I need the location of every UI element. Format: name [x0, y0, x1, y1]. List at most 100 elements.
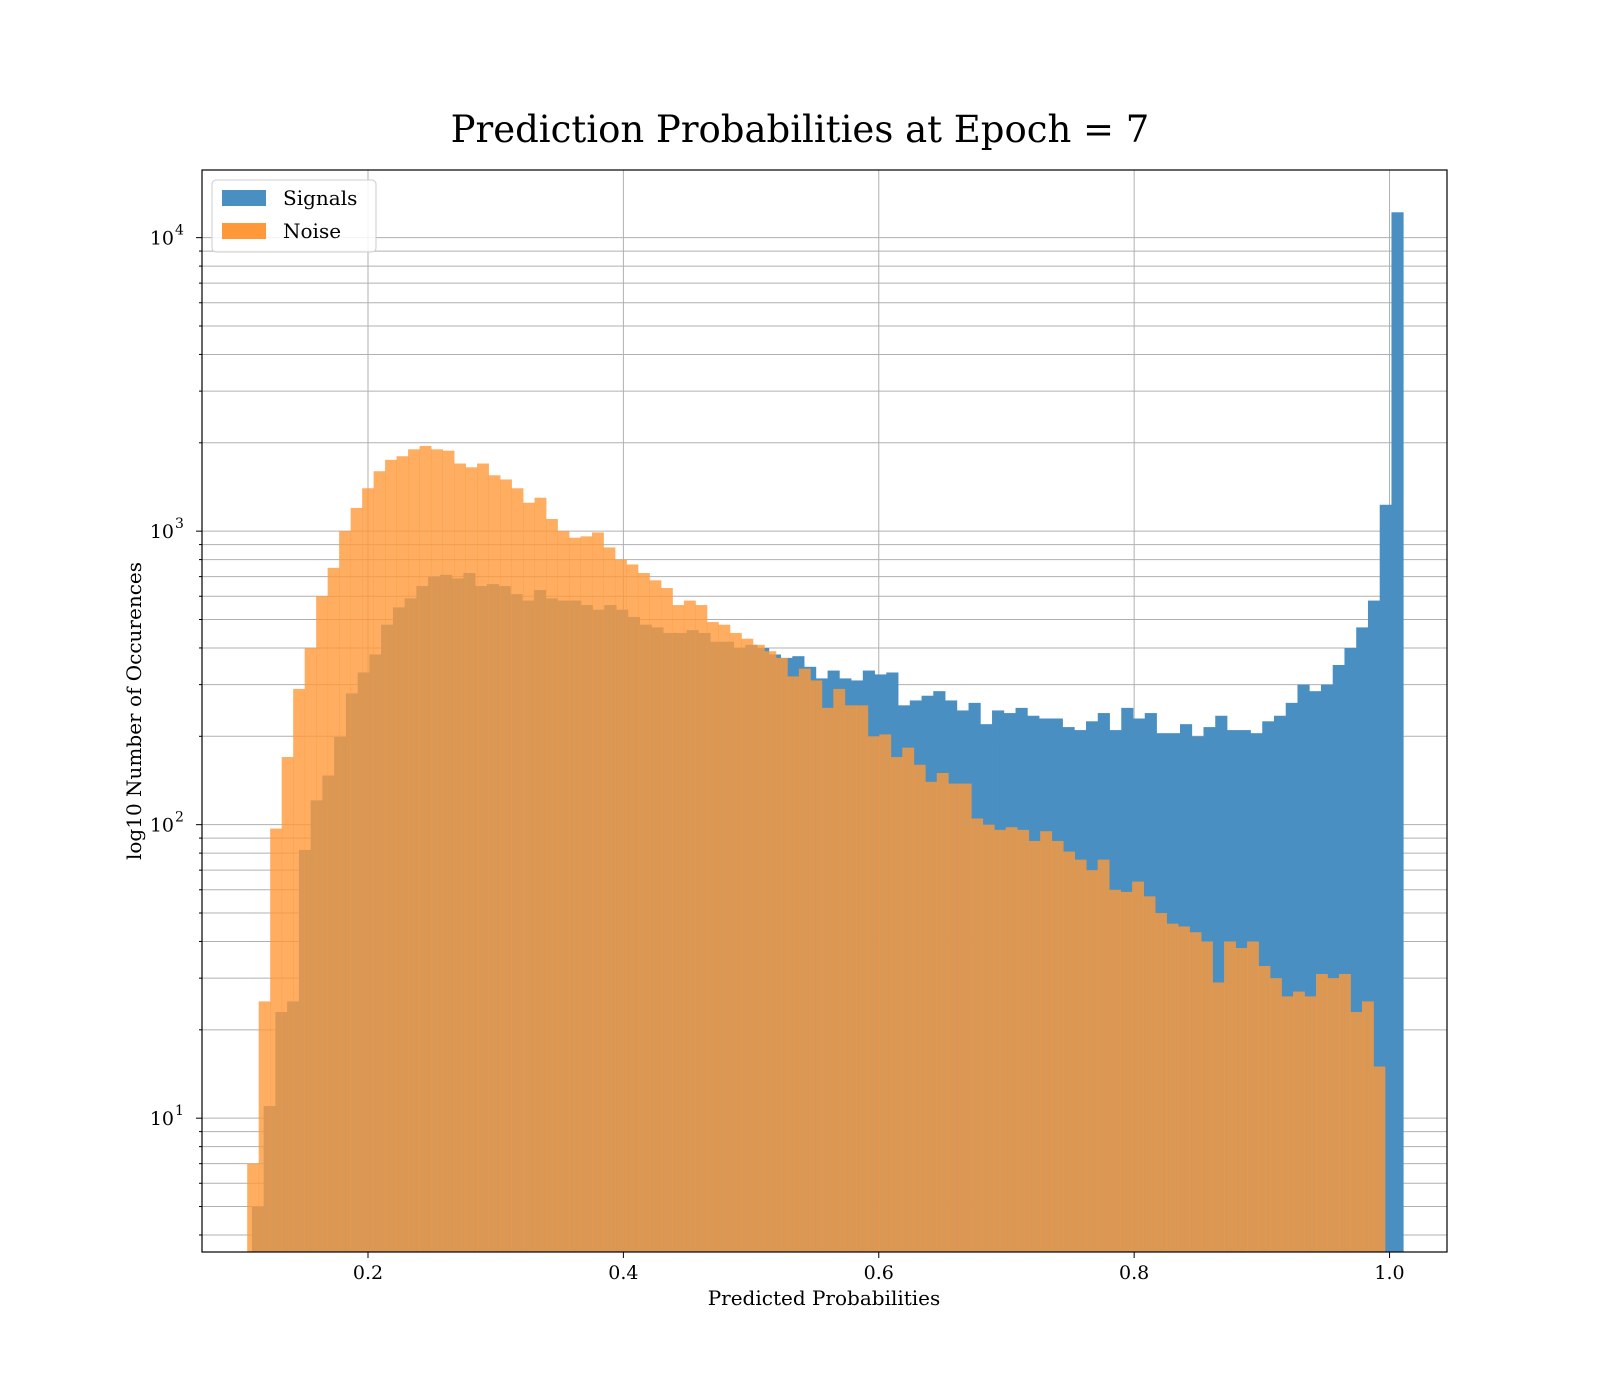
histogram-bar [327, 567, 340, 1252]
histogram-bar [1166, 923, 1179, 1252]
histogram-bar [603, 547, 616, 1252]
histogram-bar [304, 647, 317, 1252]
histogram-bar [419, 446, 432, 1252]
histogram-bar [281, 757, 294, 1252]
histogram-bar [1155, 913, 1167, 1252]
histogram-bar [1361, 1001, 1374, 1252]
chart-title: Prediction Probabilities at Epoch = 7 [451, 108, 1150, 151]
histogram-bar [1350, 1012, 1363, 1252]
histogram-bar [1063, 851, 1076, 1252]
y-tick-label-exponent: 4 [175, 223, 184, 239]
histogram-bar [431, 449, 443, 1252]
histogram-bar [1373, 1066, 1386, 1252]
histogram-bar [729, 632, 742, 1252]
histogram-bar [339, 531, 352, 1252]
histogram-bar [1258, 965, 1271, 1252]
histogram-bar [982, 824, 995, 1252]
histogram-bar [350, 507, 363, 1252]
histogram-bar [844, 705, 857, 1252]
histogram-bar [833, 688, 846, 1252]
histogram-bar [534, 497, 547, 1252]
histogram-bar [787, 676, 800, 1252]
series-noise [247, 446, 1386, 1252]
histogram-bar [1040, 831, 1053, 1252]
histogram-bar [764, 651, 777, 1252]
legend-swatch-noise [222, 223, 266, 239]
histogram-bar [649, 580, 662, 1252]
histogram-bar [936, 772, 949, 1252]
histogram-bar [258, 1001, 271, 1252]
histogram-bar [1293, 991, 1305, 1252]
histogram-bar [1391, 212, 1404, 1252]
histogram-bar [718, 624, 731, 1252]
histogram-bar [1051, 840, 1064, 1252]
histogram-bar [511, 488, 524, 1252]
histogram-bar [1338, 973, 1351, 1252]
legend-swatch-signals [222, 190, 266, 206]
histogram-bar [523, 502, 535, 1252]
histogram-bar [672, 605, 685, 1252]
histogram-bar [1224, 941, 1236, 1252]
histogram-bar [408, 449, 420, 1252]
legend-label-noise: Noise [283, 219, 341, 243]
histogram-bar [580, 536, 593, 1252]
histogram-bar [925, 781, 938, 1252]
histogram-bar [316, 596, 329, 1252]
histogram-bar [971, 818, 984, 1252]
histogram-bar [695, 605, 708, 1252]
histogram-bar [948, 783, 961, 1252]
x-tick-label: 0.2 [353, 1262, 383, 1284]
histogram-bar [568, 537, 581, 1252]
y-tick-label-exponent: 2 [175, 810, 184, 826]
histogram-bar [454, 463, 466, 1252]
histogram-bar [1017, 829, 1030, 1252]
histogram-bar [660, 588, 673, 1252]
y-tick-label-exponent: 1 [175, 1103, 184, 1119]
histogram-bar [247, 1163, 260, 1252]
histogram-bar [626, 564, 639, 1252]
plot-frame [201, 169, 1448, 1253]
y-tick-label: 10 [150, 228, 174, 250]
histogram-bar [1109, 889, 1122, 1252]
histogram-bar [1097, 859, 1110, 1252]
histogram-bar [959, 783, 972, 1252]
histogram-bar [913, 764, 926, 1252]
histogram-bar [1028, 840, 1041, 1252]
histogram-bar [1235, 948, 1248, 1252]
y-tick-label-exponent: 3 [175, 516, 184, 532]
histogram-bar [798, 668, 811, 1252]
histogram-bar [1212, 982, 1225, 1252]
histogram-bar [879, 734, 892, 1252]
histogram-bar [557, 531, 570, 1252]
histogram-bar [1189, 932, 1202, 1252]
histogram-bar [1379, 504, 1392, 1252]
histogram-bar [614, 559, 627, 1252]
histogram-bar [902, 747, 915, 1252]
histogram-bar [994, 829, 1007, 1252]
histogram-bar [488, 475, 501, 1252]
histogram-bar [1178, 926, 1190, 1252]
histogram-bar [373, 471, 386, 1252]
histogram-bar [477, 463, 489, 1252]
histogram-bar [1315, 973, 1328, 1252]
histogram-bar [810, 680, 823, 1252]
x-tick-label: 0.8 [1119, 1262, 1149, 1284]
histogram-bar [752, 644, 765, 1252]
histogram-bar [442, 450, 455, 1252]
histogram-bar [867, 736, 880, 1252]
histogram-bar [1086, 870, 1099, 1252]
legend: Signals Noise [211, 179, 377, 253]
histogram-bar [706, 622, 719, 1252]
histogram-bar [1074, 859, 1087, 1252]
x-axis-label: Predicted Probabilities [708, 1286, 941, 1310]
histogram-bar [637, 573, 650, 1252]
histogram-bar [1143, 896, 1156, 1252]
y-tick-label: 10 [150, 521, 174, 543]
histogram-bar [1120, 891, 1133, 1252]
histogram-bar [890, 757, 903, 1252]
histogram-bar [293, 688, 306, 1252]
histogram-bar [775, 657, 788, 1252]
